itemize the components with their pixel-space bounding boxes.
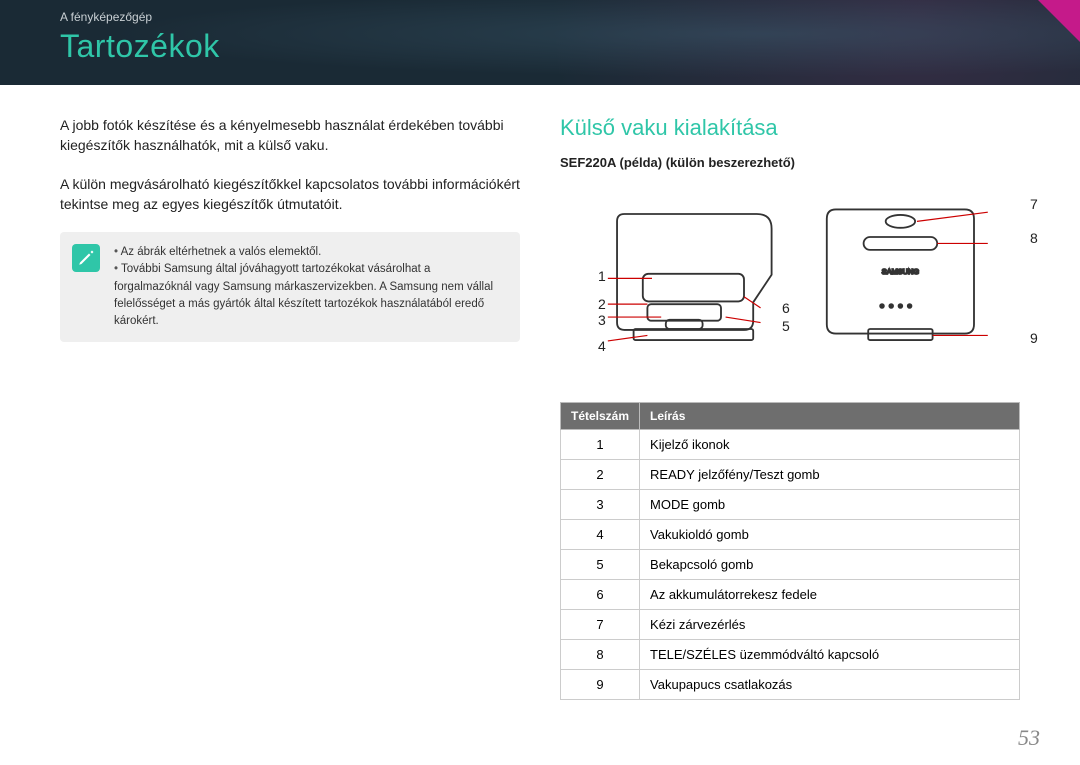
callout-9: 9 xyxy=(1030,330,1038,346)
table-cell-desc: Bekapcsoló gomb xyxy=(640,550,1020,580)
table-row: 3MODE gomb xyxy=(561,490,1020,520)
table-cell-desc: Kézi zárvezérlés xyxy=(640,610,1020,640)
table-cell-desc: Az akkumulátorrekesz fedele xyxy=(640,580,1020,610)
callout-7: 7 xyxy=(1030,196,1038,212)
table-cell-number: 4 xyxy=(561,520,640,550)
intro-paragraph-1: A jobb fotók készítése és a kényelmesebb… xyxy=(60,115,520,156)
callout-1: 1 xyxy=(598,268,606,284)
table-cell-number: 7 xyxy=(561,610,640,640)
note-icon xyxy=(72,244,100,272)
right-column: Külső vaku kialakítása SEF220A (példa) (… xyxy=(560,115,1020,700)
table-row: 9Vakupapucs csatlakozás xyxy=(561,670,1020,700)
note-item: Az ábrák eltérhetnek a valós elemektől. xyxy=(114,244,506,261)
table-row: 5Bekapcsoló gomb xyxy=(561,550,1020,580)
callout-6: 6 xyxy=(782,300,790,316)
note-item: További Samsung által jóváhagyott tartoz… xyxy=(114,261,506,330)
table-cell-desc: Kijelző ikonok xyxy=(640,430,1020,460)
table-row: 4Vakukioldó gomb xyxy=(561,520,1020,550)
table-cell-number: 3 xyxy=(561,490,640,520)
flash-diagram: SAMSUNG xyxy=(560,178,1020,388)
callout-3: 3 xyxy=(598,312,606,328)
table-cell-desc: TELE/SZÉLES üzemmódváltó kapcsoló xyxy=(640,640,1020,670)
table-head-desc: Leírás xyxy=(640,403,1020,430)
table-cell-number: 2 xyxy=(561,460,640,490)
table-cell-desc: READY jelzőfény/Teszt gomb xyxy=(640,460,1020,490)
table-cell-number: 9 xyxy=(561,670,640,700)
model-label: SEF220A (példa) (külön beszerezhető) xyxy=(560,155,1020,170)
page-number: 53 xyxy=(1018,725,1040,751)
table-cell-number: 1 xyxy=(561,430,640,460)
callout-8: 8 xyxy=(1030,230,1038,246)
callout-4: 4 xyxy=(598,338,606,354)
table-cell-desc: Vakupapucs csatlakozás xyxy=(640,670,1020,700)
table-cell-number: 8 xyxy=(561,640,640,670)
intro-paragraph-2: A külön megvásárolható kiegészítőkkel ka… xyxy=(60,174,520,215)
table-row: 1Kijelző ikonok xyxy=(561,430,1020,460)
svg-text:SAMSUNG: SAMSUNG xyxy=(882,267,919,276)
section-title: Külső vaku kialakítása xyxy=(560,115,1020,141)
callout-2: 2 xyxy=(598,296,606,312)
table-cell-desc: Vakukioldó gomb xyxy=(640,520,1020,550)
table-cell-desc: MODE gomb xyxy=(640,490,1020,520)
breadcrumb: A fényképezőgép xyxy=(60,10,1020,24)
table-head-number: Tételszám xyxy=(561,403,640,430)
parts-table: Tételszám Leírás 1Kijelző ikonok2READY j… xyxy=(560,402,1020,700)
table-row: 6Az akkumulátorrekesz fedele xyxy=(561,580,1020,610)
page-title: Tartozékok xyxy=(60,28,1020,65)
table-cell-number: 5 xyxy=(561,550,640,580)
note-box: Az ábrák eltérhetnek a valós elemektől. … xyxy=(60,232,520,342)
left-column: A jobb fotók készítése és a kényelmesebb… xyxy=(60,115,520,700)
page-header: A fényképezőgép Tartozékok xyxy=(0,0,1080,85)
callout-5: 5 xyxy=(782,318,790,334)
table-row: 2READY jelzőfény/Teszt gomb xyxy=(561,460,1020,490)
table-row: 8TELE/SZÉLES üzemmódváltó kapcsoló xyxy=(561,640,1020,670)
table-row: 7Kézi zárvezérlés xyxy=(561,610,1020,640)
table-cell-number: 6 xyxy=(561,580,640,610)
